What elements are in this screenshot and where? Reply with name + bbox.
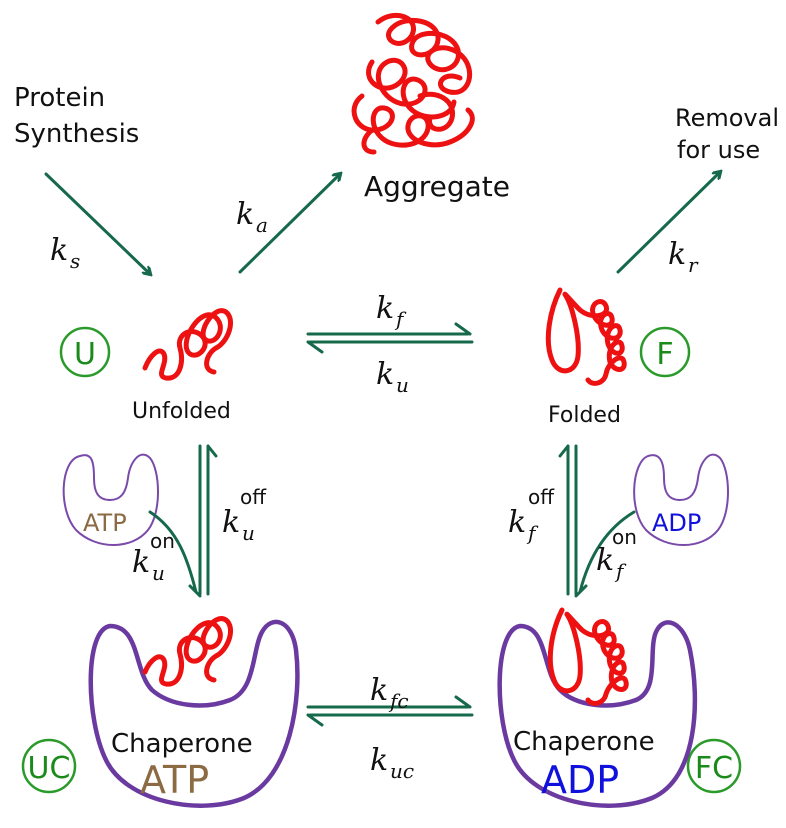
free-chaperone-atp: ATP <box>62 453 159 546</box>
removal-line1: Removal <box>675 104 779 132</box>
svg-text:u: u <box>396 373 409 397</box>
folded-protein <box>545 287 627 386</box>
arrow-unfold-chaperone <box>306 713 474 727</box>
arrow-u-release <box>206 444 218 596</box>
svg-text:k: k <box>668 237 686 272</box>
state-fc-label: FC <box>695 751 733 786</box>
svg-text:k: k <box>50 233 68 268</box>
chaperone-uc-label: Chaperone <box>111 729 253 759</box>
svg-text:f: f <box>526 521 539 545</box>
svg-text:k: k <box>508 505 526 540</box>
svg-text:on: on <box>612 525 637 549</box>
svg-text:f: f <box>614 559 627 583</box>
svg-text:off: off <box>528 485 555 509</box>
svg-text:on: on <box>150 529 175 553</box>
rate-ku: k u <box>376 357 409 397</box>
adp-small-label: ADP <box>652 509 701 537</box>
svg-text:f: f <box>394 307 407 331</box>
svg-text:k: k <box>132 545 150 580</box>
rate-kf: k f <box>376 291 407 331</box>
rate-kuc: k uc <box>370 743 414 783</box>
rate-ku-off: k u off <box>222 485 267 545</box>
state-u: U <box>59 326 111 378</box>
atp-big-label: ATP <box>140 758 209 802</box>
rate-kfc: k fc <box>370 673 409 713</box>
svg-text:r: r <box>688 253 699 277</box>
rate-kf-off: k f off <box>508 485 555 545</box>
rate-ku-on: k u on <box>132 529 175 585</box>
state-uc: UC <box>21 738 77 794</box>
atp-small-label: ATP <box>83 509 127 537</box>
svg-text:u: u <box>152 561 165 585</box>
state-f: F <box>639 326 691 378</box>
chaperone-uc: Chaperone ATP <box>88 616 300 808</box>
arrow-u-bind <box>148 444 202 598</box>
svg-text:k: k <box>222 505 240 540</box>
svg-text:s: s <box>70 249 80 273</box>
unfolded-protein <box>142 308 233 381</box>
removal-line2: for use <box>677 136 760 164</box>
aggregate-label: Aggregate <box>364 170 510 203</box>
chaperone-fc-label: Chaperone <box>513 727 655 757</box>
arrow-f-bind <box>574 444 636 598</box>
state-f-label: F <box>656 337 673 372</box>
unfolded-label: Unfolded <box>132 399 231 424</box>
svg-text:a: a <box>256 213 268 237</box>
protein-synthesis-line2: Synthesis <box>14 119 139 149</box>
free-chaperone-adp: ADP <box>633 453 729 546</box>
arrow-aggregate <box>238 174 340 274</box>
svg-text:k: k <box>236 197 254 232</box>
arrow-f-release <box>558 444 570 596</box>
arrow-unfold <box>306 340 474 354</box>
arrow-fold <box>306 322 472 336</box>
arrow-synthesis <box>44 172 150 274</box>
svg-text:u: u <box>242 521 255 545</box>
adp-big-label: ADP <box>541 758 619 802</box>
chaperone-fc: Chaperone ADP <box>497 607 698 808</box>
svg-text:off: off <box>240 485 267 509</box>
state-fc: FC <box>686 738 742 794</box>
arrows <box>44 172 720 727</box>
svg-text:k: k <box>370 673 388 708</box>
svg-text:k: k <box>376 291 394 326</box>
rate-ka: k a <box>236 197 268 237</box>
state-u-label: U <box>74 337 96 372</box>
svg-text:k: k <box>376 357 394 392</box>
aggregate-blob <box>351 12 475 155</box>
svg-text:k: k <box>370 743 388 778</box>
state-uc-label: UC <box>28 751 71 786</box>
rate-kr: k r <box>668 237 699 277</box>
arrow-removal <box>616 172 720 274</box>
folded-label: Folded <box>548 403 621 428</box>
protein-synthesis-line1: Protein <box>14 83 105 113</box>
svg-text:fc: fc <box>388 689 409 713</box>
svg-text:uc: uc <box>390 759 414 783</box>
rate-kf-on: k f on <box>596 525 637 583</box>
svg-text:k: k <box>596 543 614 578</box>
rate-ks: k s <box>50 233 80 273</box>
arrow-fold-chaperone <box>306 695 472 709</box>
